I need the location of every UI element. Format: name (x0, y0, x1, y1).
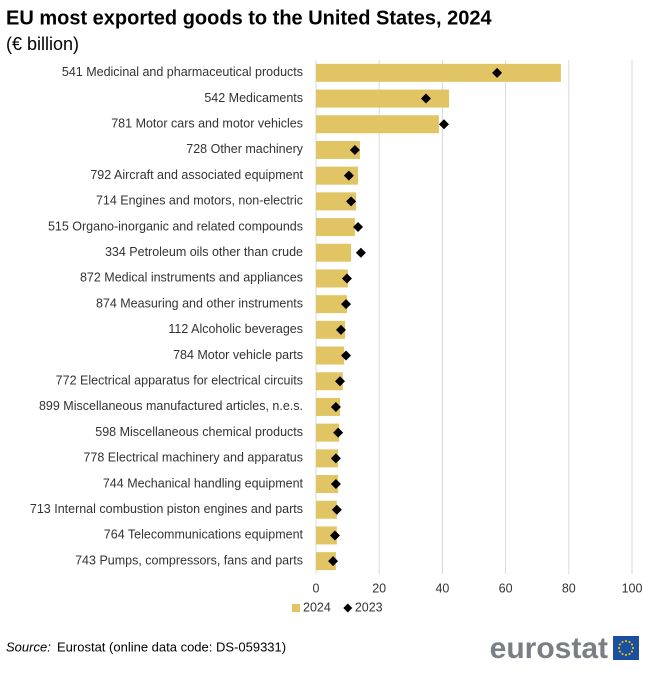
marker (330, 479, 341, 490)
category-label: 899 Miscellaneous manufactured articles,… (39, 399, 303, 413)
legend-label: 2024 (303, 600, 331, 614)
chart-title: EU most exported goods to the United Sta… (6, 7, 493, 29)
category-label: 713 Internal combustion piston engines a… (30, 502, 303, 516)
category-label: 744 Mechanical handling equipment (103, 476, 304, 490)
category-label: 772 Electrical apparatus for electrical … (56, 374, 303, 388)
category-label: 792 Aircraft and associated equipment (90, 168, 303, 182)
bar (316, 192, 357, 211)
category-label: 874 Measuring and other instruments (96, 296, 303, 310)
marker (328, 556, 339, 567)
marker (341, 350, 352, 361)
category-label: 598 Miscellaneous chemical products (95, 425, 303, 439)
category-label: 872 Medical instruments and appliances (80, 271, 303, 285)
legend-swatch (343, 603, 353, 613)
bar (316, 115, 439, 134)
x-tick-label: 40 (435, 581, 449, 595)
marker (330, 453, 341, 464)
bar (316, 449, 339, 468)
marker (346, 196, 357, 207)
category-label: 778 Electrical machinery and apparatus (83, 451, 303, 465)
bar (316, 552, 336, 571)
bar (316, 166, 359, 185)
plot: 0 20 40 60 80 100 541 Medicinal and pharmaceut… (30, 60, 643, 614)
marker (355, 247, 366, 258)
source-text: Eurostat (online data code: DS-059331) (57, 639, 286, 654)
x-tick-label: 20 (372, 581, 386, 595)
marker (330, 401, 341, 412)
marker (335, 376, 346, 387)
bar (316, 526, 337, 545)
bar (316, 423, 340, 442)
category-label: 728 Other machinery (186, 142, 303, 156)
category-label: 515 Organo-inorganic and related compoun… (48, 219, 303, 233)
marker (341, 299, 352, 310)
bar (316, 372, 343, 391)
marker (341, 273, 352, 284)
category-label: 541 Medicinal and pharmaceutical product… (62, 65, 303, 79)
marker (335, 324, 346, 335)
bar (316, 397, 341, 416)
chart-subtitle: (€ billion) (6, 34, 79, 54)
x-tick-label: 100 (622, 581, 643, 595)
marker (353, 222, 364, 233)
marker (331, 504, 342, 515)
bar (316, 320, 346, 339)
marker (329, 530, 340, 541)
category-label: 781 Motor cars and motor vehicles (111, 117, 303, 131)
category-label: 784 Motor vehicle parts (173, 348, 303, 362)
x-tick-label: 60 (499, 581, 513, 595)
x-tick-label: 0 (313, 581, 320, 595)
category-label: 542 Medicaments (204, 91, 303, 105)
x-tick-label: 80 (562, 581, 576, 595)
bar (316, 295, 347, 314)
bar (316, 475, 339, 494)
bar (316, 218, 355, 237)
legend-label: 2023 (355, 600, 383, 614)
eu-flag (613, 636, 639, 660)
source-label: Source: (6, 639, 51, 654)
category-label: 743 Pumps, compressors, fans and parts (75, 553, 303, 567)
marker (438, 119, 449, 130)
marker (343, 170, 354, 181)
marker (349, 144, 360, 155)
category-label: 334 Petroleum oils other than crude (105, 245, 303, 259)
bar (316, 140, 360, 159)
bar (316, 269, 348, 288)
bar (316, 500, 337, 519)
category-label: 112 Alcoholic beverages (168, 322, 303, 336)
marker (492, 67, 503, 78)
bar (316, 243, 352, 262)
legend-swatch (292, 604, 300, 612)
bar (316, 346, 345, 365)
category-label: 764 Telecommunications equipment (104, 528, 304, 542)
marker (333, 427, 344, 438)
category-label: 714 Engines and motors, non-electric (96, 194, 303, 208)
logo-text: eurostat (490, 632, 608, 665)
marker (420, 93, 431, 104)
bar (316, 89, 450, 108)
bar (316, 63, 561, 82)
